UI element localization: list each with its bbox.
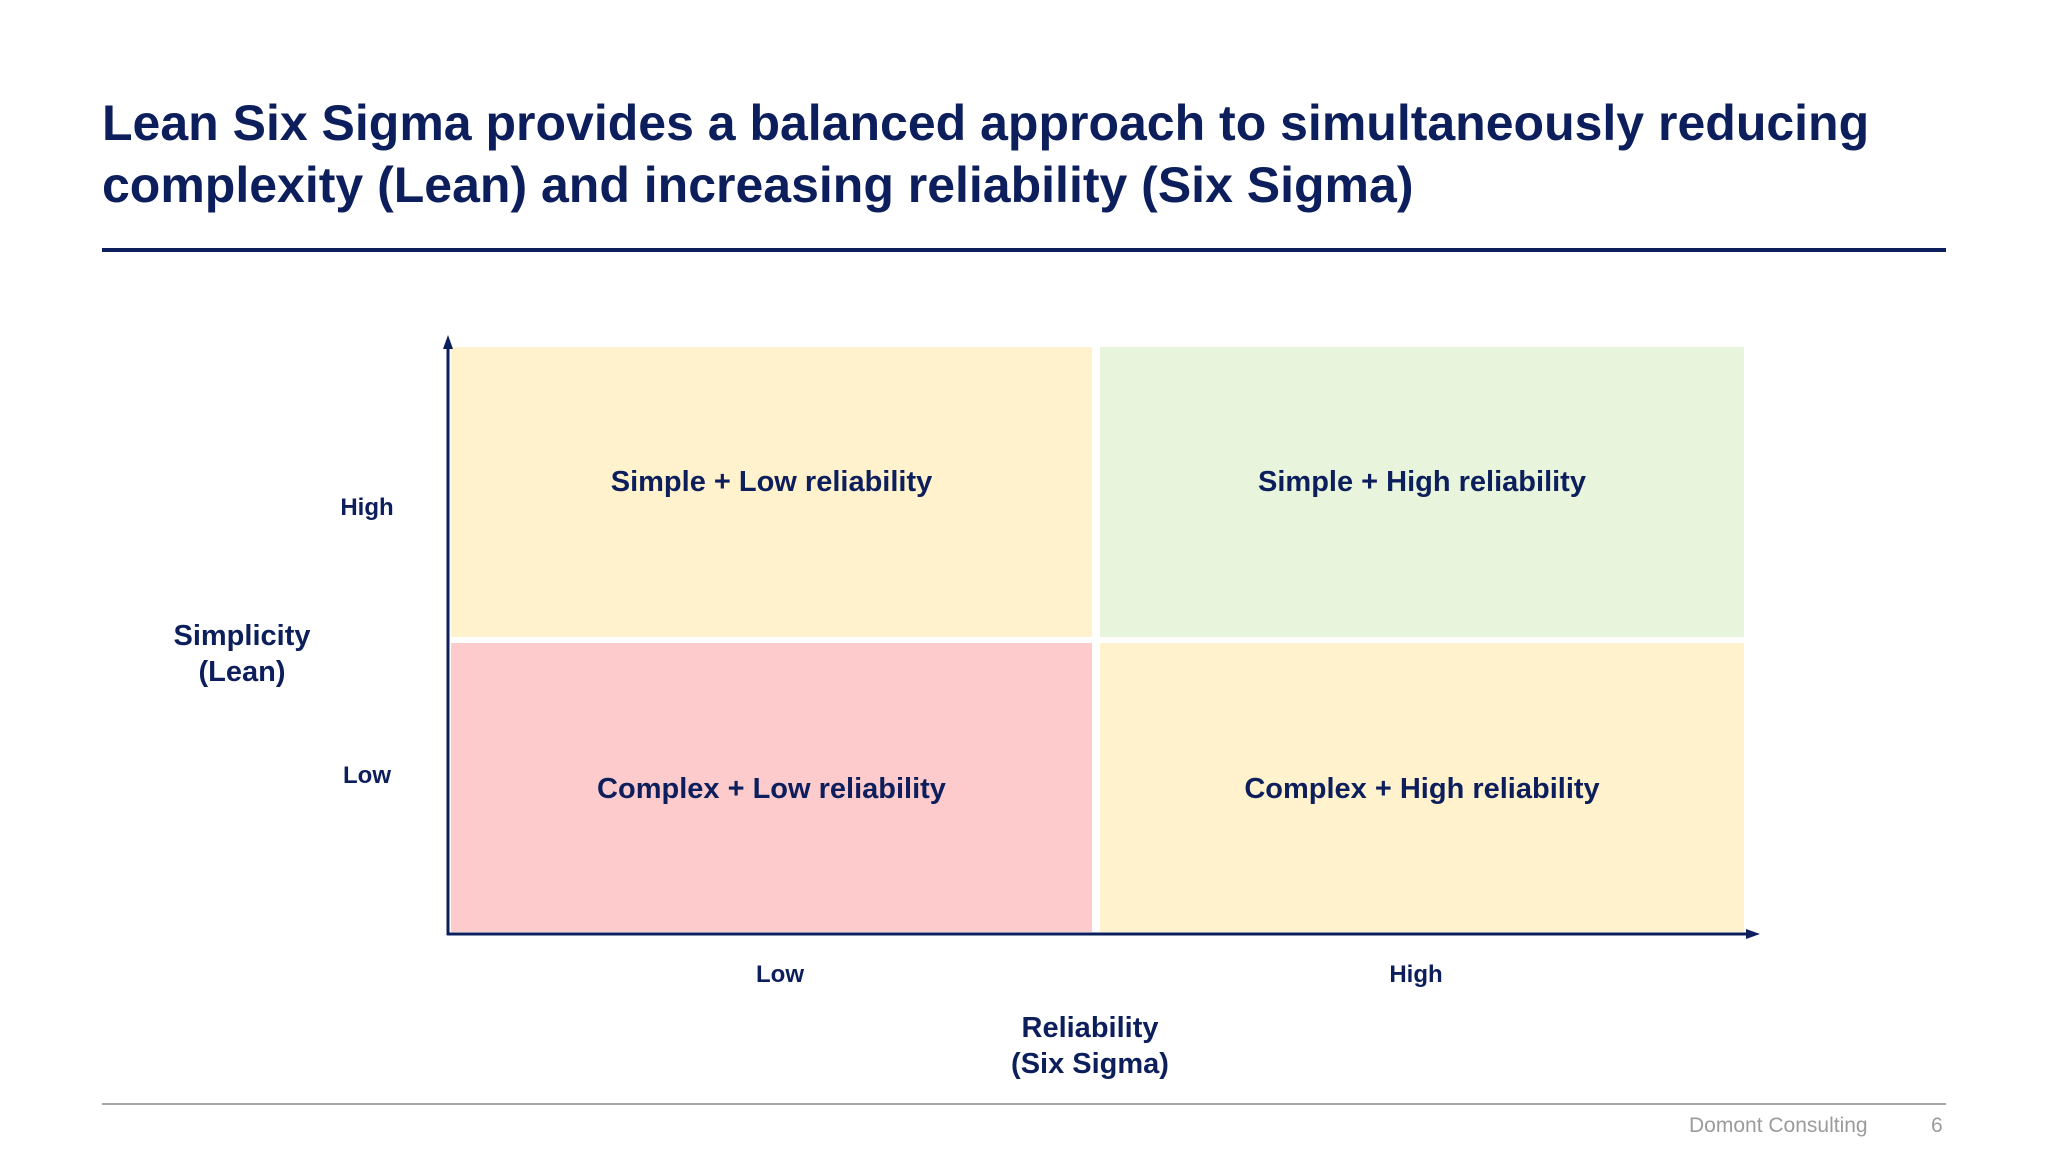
title-divider — [102, 248, 1946, 252]
quadrant-complex-high-reliability: Complex + High reliability — [1100, 643, 1744, 932]
x-axis-arrow-icon — [1746, 929, 1760, 939]
x-axis-title: Reliability (Six Sigma) — [1011, 1010, 1169, 1082]
y-axis-title-line2: (Lean) — [198, 656, 286, 688]
slide-title: Lean Six Sigma provides a balanced appro… — [102, 95, 1870, 213]
y-axis-title: Simplicity (Lean) — [174, 618, 311, 690]
footer-company: Domont Consulting — [1689, 1114, 1868, 1137]
quadrant-label: Simple + Low reliability — [610, 465, 933, 498]
x-tick-low: Low — [756, 961, 804, 988]
quadrant-label: Complex + High reliability — [1244, 773, 1600, 805]
y-tick-low: Low — [343, 762, 391, 789]
quadrant-simple-high-reliability: Simple + High reliability — [1100, 347, 1744, 637]
y-axis-title-line1: Simplicity — [173, 620, 311, 652]
page-number: 6 — [1931, 1114, 1943, 1137]
x-tick-high: High — [1389, 961, 1443, 988]
y-tick-high: High — [340, 494, 394, 521]
x-axis-title-line2: (Six Sigma) — [1011, 1048, 1169, 1080]
y-axis-arrow-icon — [443, 335, 453, 349]
quadrant-label: Simple + High reliability — [1258, 465, 1586, 498]
quadrant-complex-low-reliability: Complex + Low reliability — [451, 643, 1092, 932]
footer-divider — [102, 1103, 1946, 1105]
quadrant-simple-low-reliability: Simple + Low reliability — [451, 347, 1092, 637]
x-axis-title-line1: Reliability — [1021, 1012, 1159, 1044]
quadrant-label: Complex + Low reliability — [597, 773, 946, 805]
